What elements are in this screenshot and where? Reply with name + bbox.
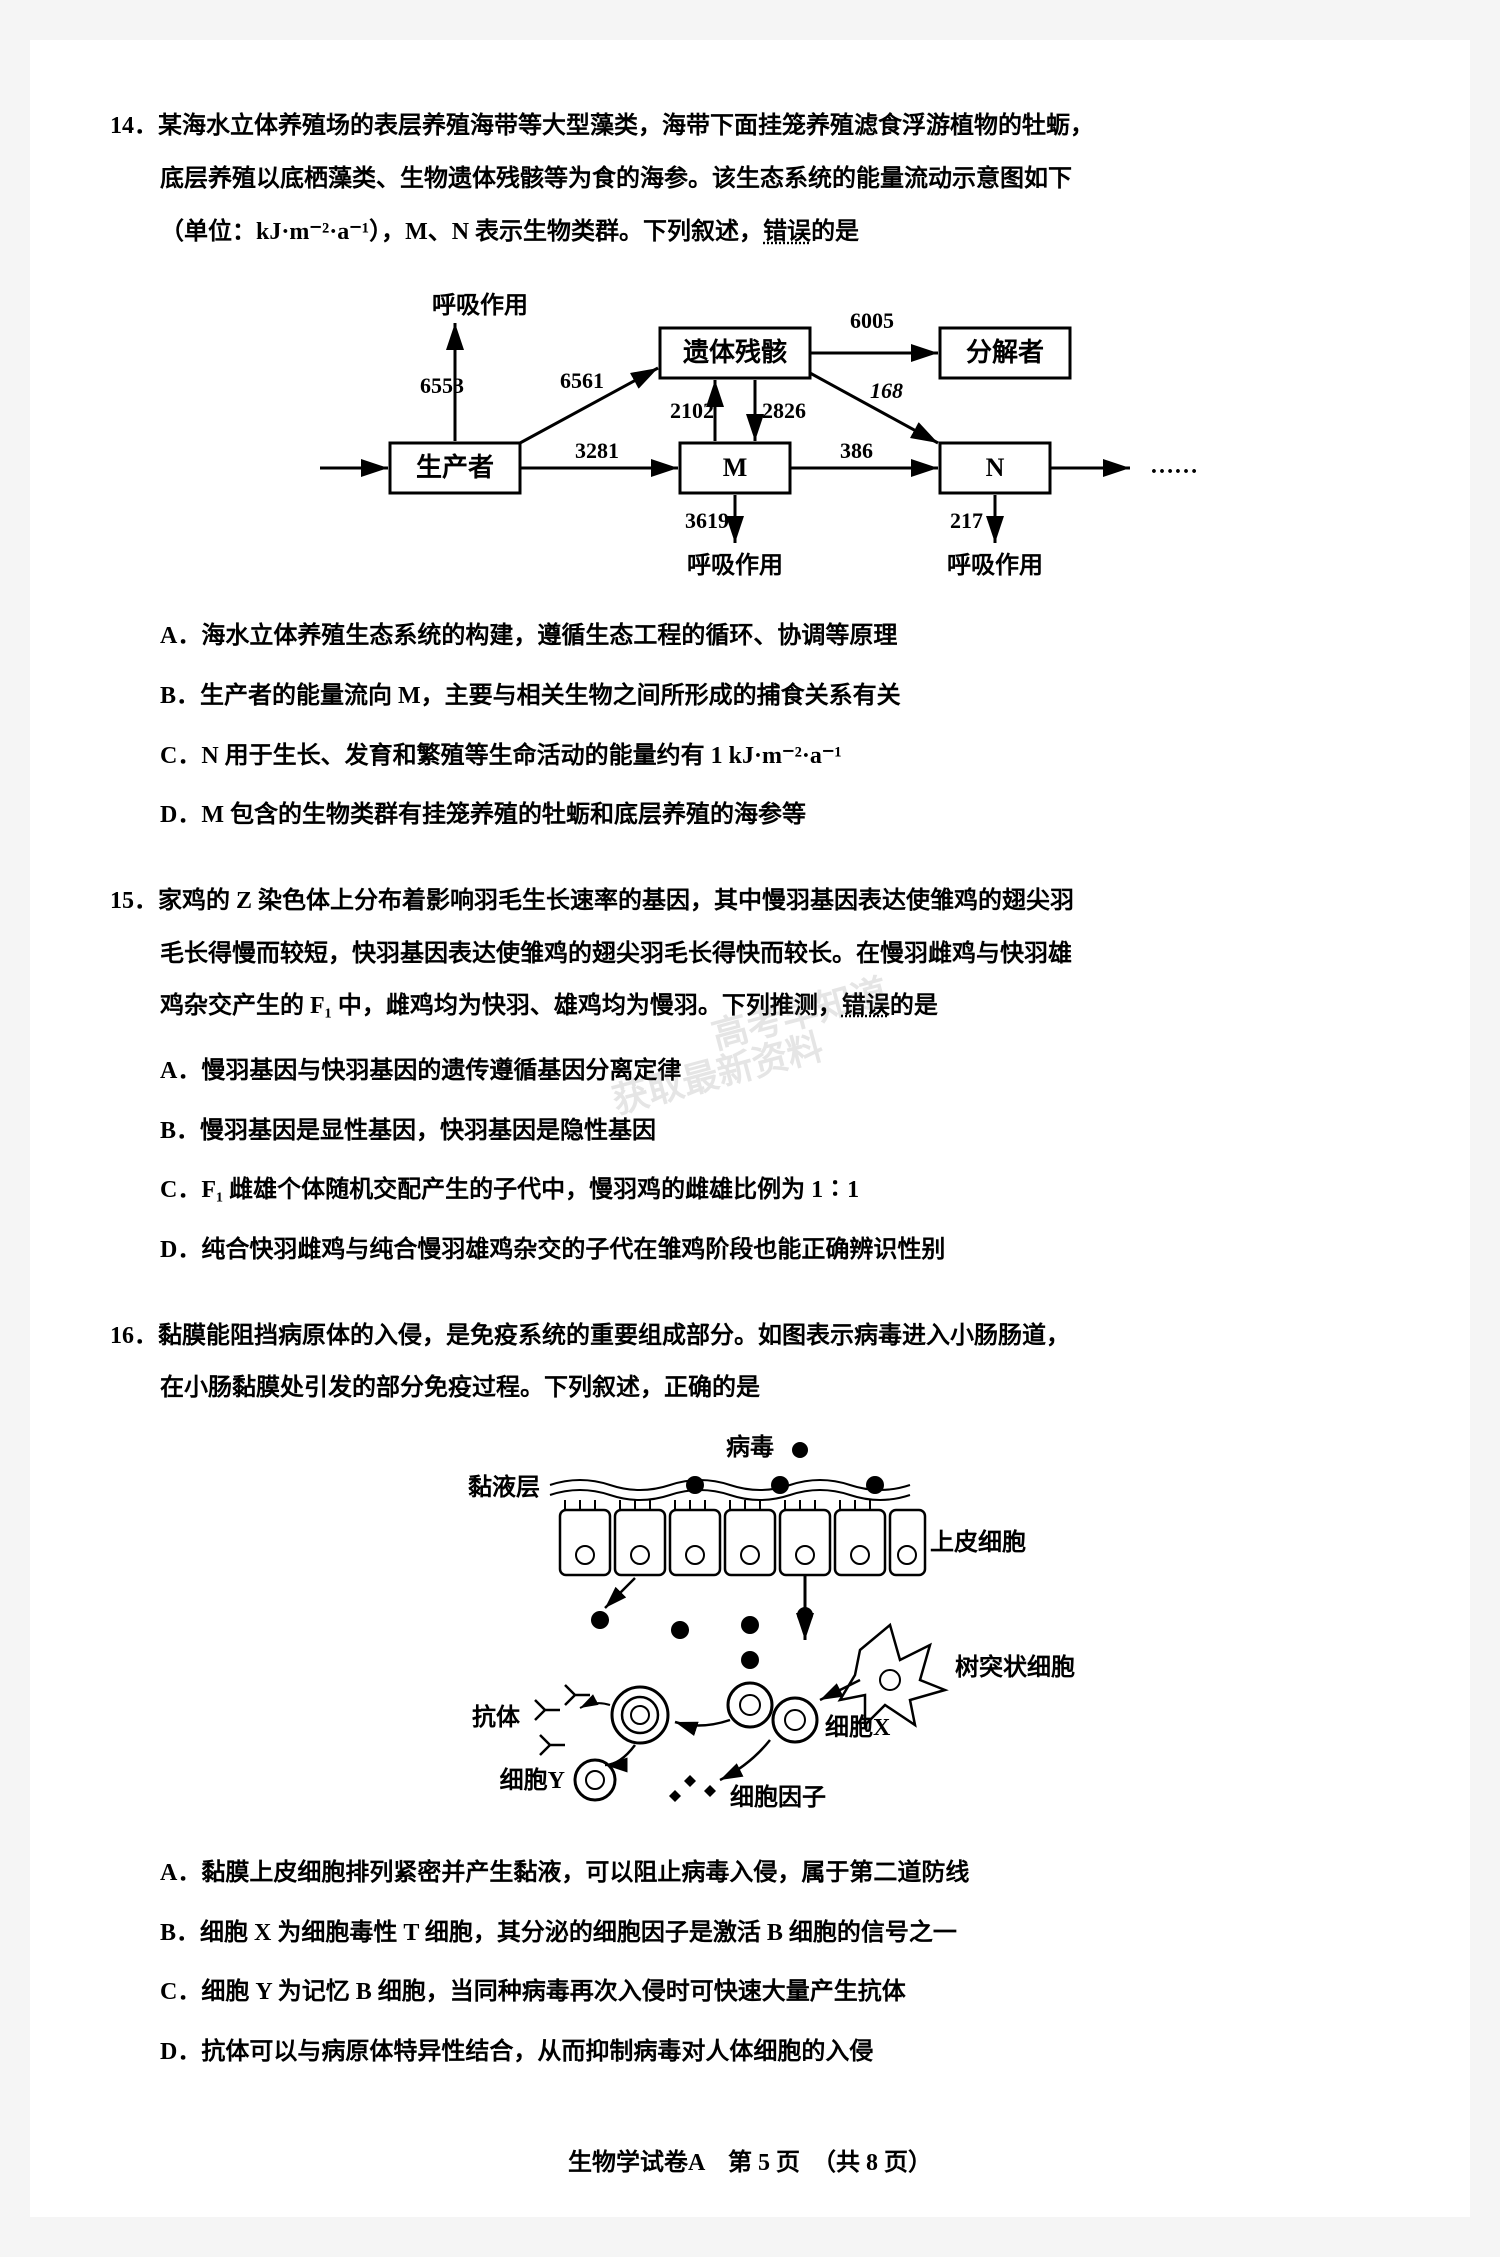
q15-stem-line2: 毛长得慢而较短，快羽基因表达使雏鸡的翅尖羽毛长得快而较长。在慢羽雌鸡与快羽雄 — [160, 928, 1390, 981]
svg-text:3281: 3281 — [575, 438, 619, 463]
q16-number: 16． — [110, 1323, 158, 1349]
q15-number: 15． — [110, 888, 158, 914]
q15-option-c: C．F₁ 雌雄个体随机交配产生的子代中，慢羽鸡的雌雄比例为 1∶1 — [160, 1162, 1390, 1220]
question-16: 16．黏膜能阻挡病原体的入侵，是免疫系统的重要组成部分。如图表示病毒进入小肠肠道… — [110, 1310, 1390, 2082]
producer-box: 生产者 — [416, 453, 494, 482]
svg-text:细胞因子: 细胞因子 — [730, 1783, 826, 1811]
remains-box: 遗体残骸 — [683, 338, 787, 367]
q15-stem-line3: 鸡杂交产生的 F₁ 中，雌鸡均为快羽、雄鸡均为慢羽。下列推测，错误的是 — [160, 980, 1390, 1033]
q16-immune-diagram: 病毒 黏液层 上皮细胞 — [400, 1430, 1100, 1830]
page-footer: 生物学试卷A 第 5 页 （共 8 页） — [110, 2142, 1390, 2177]
q15-option-a: A．慢羽基因与快羽基因的遗传遵循基因分离定律 — [160, 1043, 1390, 1101]
q16-option-d: D．抗体可以与病原体特异性结合，从而抑制病毒对人体细胞的入侵 — [160, 2024, 1390, 2082]
q14-option-d: D．M 包含的生物类群有挂笼养殖的牡蛎和底层养殖的海参等 — [160, 787, 1390, 845]
q14-number: 14． — [110, 113, 158, 139]
q16-option-a: A．黏膜上皮细胞排列紧密并产生黏液，可以阻止病毒入侵，属于第二道防线 — [160, 1845, 1390, 1903]
svg-text:树突状细胞: 树突状细胞 — [955, 1653, 1075, 1681]
svg-text:6561: 6561 — [560, 368, 604, 393]
q16-option-b: B．细胞 X 为细胞毒性 T 细胞，其分泌的细胞因子是激活 B 细胞的信号之一 — [160, 1905, 1390, 1963]
svg-text:细胞Y: 细胞Y — [500, 1766, 565, 1794]
q15-stem-line1: 家鸡的 Z 染色体上分布着影响羽毛生长速率的基因，其中慢羽基因表达使雏鸡的翅尖羽 — [158, 888, 1074, 914]
q14-option-c: C．N 用于生长、发育和繁殖等生命活动的能量约有 1 kJ·m⁻²·a⁻¹ — [160, 728, 1390, 786]
q15-stem: 15．家鸡的 Z 染色体上分布着影响羽毛生长速率的基因，其中慢羽基因表达使雏鸡的… — [110, 875, 1390, 1033]
q14-stem-line2: 底层养殖以底栖藻类、生物遗体残骸等为食的海参。该生态系统的能量流动示意图如下 — [160, 153, 1390, 206]
decomposer-box: 分解者 — [966, 338, 1044, 367]
resp-n-label: 呼吸作用 — [947, 552, 1043, 579]
svg-text:上皮细胞: 上皮细胞 — [930, 1528, 1026, 1556]
q15-option-d: D．纯合快羽雌鸡与纯合慢羽雄鸡杂交的子代在雏鸡阶段也能正确辨识性别 — [160, 1222, 1390, 1280]
q16-option-c: C．细胞 Y 为记忆 B 细胞，当同种病毒再次入侵时可快速大量产生抗体 — [160, 1964, 1390, 2022]
q15-options: A．慢羽基因与快羽基因的遗传遵循基因分离定律 B．慢羽基因是显性基因，快羽基因是… — [160, 1043, 1390, 1279]
q14-option-b: B．生产者的能量流向 M，主要与相关生物之间所形成的捕食关系有关 — [160, 668, 1390, 726]
n-box: N — [986, 453, 1005, 482]
q14-options: A．海水立体养殖生态系统的构建，遵循生态工程的循环、协调等原理 B．生产者的能量… — [160, 608, 1390, 844]
q16-options: A．黏膜上皮细胞排列紧密并产生黏液，可以阻止病毒入侵，属于第二道防线 B．细胞 … — [160, 1845, 1390, 2081]
resp-m-label: 呼吸作用 — [687, 552, 783, 579]
svg-text:217: 217 — [950, 508, 983, 533]
q14-stem-line1: 某海水立体养殖场的表层养殖海带等大型藻类，海带下面挂笼养殖滤食浮游植物的牡蛎， — [158, 113, 1094, 139]
q14-energy-flow-diagram: 生产者 遗体残骸 分解者 M N 呼吸作用 呼吸作用 呼吸作用 6553 656… — [300, 273, 1200, 593]
q15-option-b: B．慢羽基因是显性基因，快羽基因是隐性基因 — [160, 1103, 1390, 1161]
svg-text:黏液层: 黏液层 — [468, 1473, 540, 1501]
question-15: 高考早知道 获取最新资料 15．家鸡的 Z 染色体上分布着影响羽毛生长速率的基因… — [110, 875, 1390, 1280]
svg-text:168: 168 — [870, 378, 903, 403]
q14-stem-line3: （单位：kJ·m⁻²·a⁻¹），M、N 表示生物类群。下列叙述，错误的是 — [160, 206, 1390, 259]
svg-text:3619: 3619 — [685, 508, 729, 533]
svg-text:2826: 2826 — [762, 398, 806, 423]
q16-stem: 16．黏膜能阻挡病原体的入侵，是免疫系统的重要组成部分。如图表示病毒进入小肠肠道… — [110, 1310, 1390, 1416]
svg-text:2102: 2102 — [670, 398, 714, 423]
svg-text:6553: 6553 — [420, 373, 464, 398]
svg-text:细胞X: 细胞X — [825, 1713, 891, 1741]
svg-text:……: …… — [1150, 453, 1198, 479]
q16-stem-line1: 黏膜能阻挡病原体的入侵，是免疫系统的重要组成部分。如图表示病毒进入小肠肠道， — [158, 1323, 1070, 1349]
q16-stem-line2: 在小肠黏膜处引发的部分免疫过程。下列叙述，正确的是 — [160, 1362, 1390, 1415]
svg-text:6005: 6005 — [850, 308, 894, 333]
svg-text:病毒: 病毒 — [726, 1433, 774, 1461]
question-14: 14．某海水立体养殖场的表层养殖海带等大型藻类，海带下面挂笼养殖滤食浮游植物的牡… — [110, 100, 1390, 845]
q14-option-a: A．海水立体养殖生态系统的构建，遵循生态工程的循环、协调等原理 — [160, 608, 1390, 666]
svg-text:抗体: 抗体 — [472, 1703, 521, 1731]
q14-stem: 14．某海水立体养殖场的表层养殖海带等大型藻类，海带下面挂笼养殖滤食浮游植物的牡… — [110, 100, 1390, 258]
svg-text:386: 386 — [840, 438, 873, 463]
resp-top-label: 呼吸作用 — [432, 292, 528, 319]
m-box: M — [723, 453, 748, 482]
exam-page: 14．某海水立体养殖场的表层养殖海带等大型藻类，海带下面挂笼养殖滤食浮游植物的牡… — [30, 40, 1470, 2217]
